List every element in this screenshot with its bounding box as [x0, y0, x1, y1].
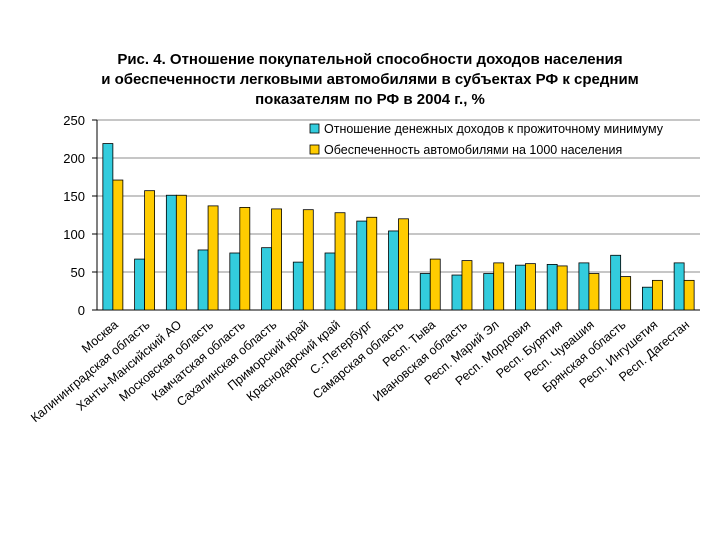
- legend-swatch: [309, 144, 320, 155]
- bar-series-1: [673, 262, 685, 311]
- bar-series-2: [239, 206, 251, 311]
- y-tick-label: 100: [63, 227, 85, 242]
- bar-series-2: [366, 216, 378, 311]
- bar-series-2: [651, 279, 663, 311]
- bar-series-2: [525, 263, 536, 311]
- bar-series-2: [334, 212, 346, 311]
- bar-series-2: [683, 279, 695, 311]
- bar-series-2: [493, 262, 505, 311]
- bar-series-1: [451, 274, 463, 311]
- bar-series-1: [165, 194, 177, 311]
- bar-series-2: [302, 209, 314, 311]
- legend-swatch: [309, 123, 320, 134]
- category-label: Калининградская область: [28, 318, 152, 425]
- bar-series-2: [144, 190, 156, 311]
- bar-series-1: [292, 261, 304, 311]
- bar-series-2: [588, 273, 600, 311]
- legend-entry: Отношение денежных доходов к прожиточном…: [324, 122, 664, 136]
- bar-series-1: [483, 273, 495, 311]
- bar-series-1: [261, 247, 272, 311]
- bar-series-1: [388, 230, 399, 311]
- legend-entry: Обеспеченность автомобилями на 1000 насе…: [324, 143, 622, 157]
- bar-series-2: [461, 260, 473, 311]
- chart-title-line-1: Рис. 4. Отношение покупательной способно…: [117, 51, 623, 68]
- bar-series-1: [610, 254, 622, 311]
- bar-series-1: [102, 143, 114, 311]
- bar-series-1: [515, 264, 526, 311]
- chart-title: Рис. 4. Отношение покупательной способно…: [60, 50, 680, 110]
- y-tick-label: 50: [71, 265, 85, 280]
- bar-series-1: [134, 258, 146, 311]
- chart-title-line-3: показателям по РФ в 2004 г., %: [255, 91, 485, 108]
- bar-series-1: [324, 252, 336, 311]
- chart-title-line-2: и обеспеченности легковыми автомобилями …: [101, 71, 639, 88]
- y-tick-label: 200: [63, 151, 85, 166]
- bar-series-1: [197, 249, 209, 311]
- y-tick-label: 250: [63, 113, 85, 128]
- bar-series-1: [356, 220, 368, 311]
- bar-series-1: [229, 252, 241, 311]
- bar-series-2: [207, 205, 219, 311]
- y-tick-label: 0: [78, 303, 85, 318]
- bar-series-2: [620, 276, 632, 311]
- bar-series-1: [578, 262, 590, 311]
- y-tick-label: 150: [63, 189, 85, 204]
- bar-series-2: [112, 179, 124, 311]
- bar-series-1: [419, 273, 431, 311]
- bar-series-1: [641, 286, 653, 311]
- bar-series-1: [546, 263, 558, 311]
- bar-series-2: [556, 265, 568, 311]
- bar-series-2: [429, 258, 441, 311]
- bar-series-2: [175, 194, 187, 311]
- bar-series-2: [271, 208, 282, 311]
- bar-series-2: [398, 218, 409, 311]
